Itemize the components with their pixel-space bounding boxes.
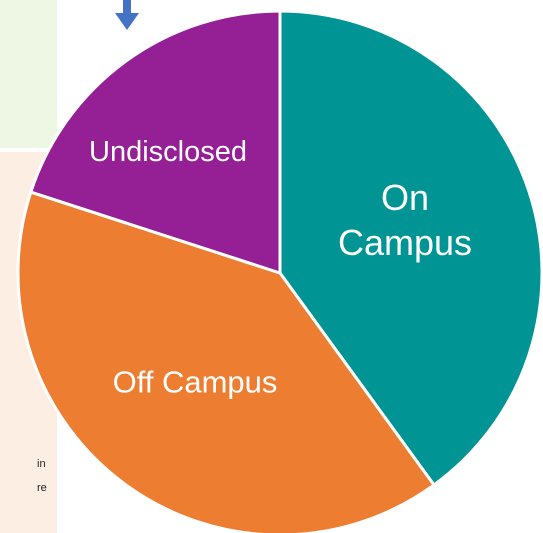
down-arrow	[115, 0, 139, 30]
side-note: re	[37, 482, 47, 494]
pie-slice	[16, 190, 436, 533]
green-panel	[0, 0, 57, 148]
pie-slice	[29, 9, 282, 275]
slice-label: On Campus	[337, 177, 473, 263]
side-note: in	[37, 458, 46, 470]
slice-label: Undisclosed	[89, 135, 247, 168]
pie-slice	[278, 9, 543, 487]
slice-label: Off Campus	[112, 364, 278, 400]
